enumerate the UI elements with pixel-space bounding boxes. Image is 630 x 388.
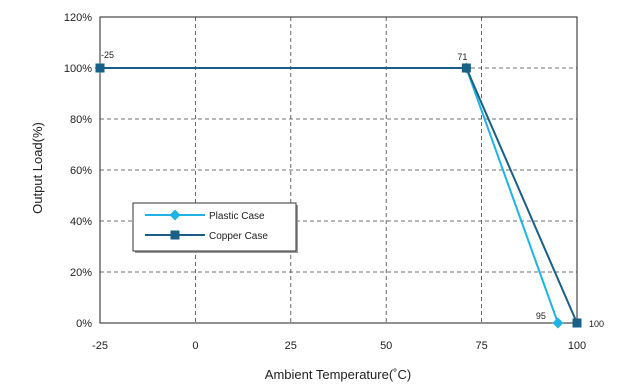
data-point — [552, 317, 564, 329]
diamond-marker-icon — [169, 209, 181, 221]
x-tick-label: -25 — [92, 340, 108, 352]
plot-border — [99, 16, 578, 324]
y-tick-label: 80% — [70, 114, 92, 126]
y-tick-label: 40% — [70, 216, 92, 228]
legend: Plastic Case Copper Case — [132, 202, 298, 253]
data-point — [572, 318, 582, 328]
annotations: -25 71 95 100 — [101, 50, 604, 329]
square-marker-icon — [170, 230, 180, 240]
y-tick-label: 0% — [76, 318, 92, 330]
legend-item: Copper Case — [145, 230, 268, 242]
y-tick-label: 120% — [64, 12, 92, 24]
x-tick-label: 0 — [192, 340, 198, 352]
series-1 — [95, 63, 582, 328]
point-annotation: 71 — [457, 52, 467, 62]
legend-label: Copper Case — [209, 231, 268, 242]
data-point — [461, 63, 471, 73]
y-tick-label: 100% — [64, 63, 92, 75]
y-axis-label: Output Load(%) — [30, 122, 45, 214]
point-annotation: 95 — [536, 311, 546, 321]
x-axis-label: Ambient Temperature(˚C) — [265, 367, 411, 382]
point-annotation: -25 — [101, 50, 114, 60]
data-point — [95, 63, 105, 73]
plot-frame — [99, 16, 578, 324]
x-tick-labels: -25 0 25 50 75 100 — [92, 340, 586, 352]
x-tick-label: 75 — [475, 340, 487, 352]
legend-label: Plastic Case — [209, 211, 265, 222]
y-tick-labels: 0% 20% 40% 60% 80% 100% 120% — [64, 12, 92, 330]
x-tick-label: 50 — [380, 340, 392, 352]
x-tick-label: 25 — [285, 340, 297, 352]
y-tick-label: 20% — [70, 267, 92, 279]
legend-item: Plastic Case — [145, 209, 265, 222]
series-layer — [94, 62, 582, 329]
x-tick-label: 100 — [568, 340, 586, 352]
y-tick-label: 60% — [70, 165, 92, 177]
point-annotation: 100 — [589, 319, 604, 329]
legend-box — [132, 202, 297, 252]
